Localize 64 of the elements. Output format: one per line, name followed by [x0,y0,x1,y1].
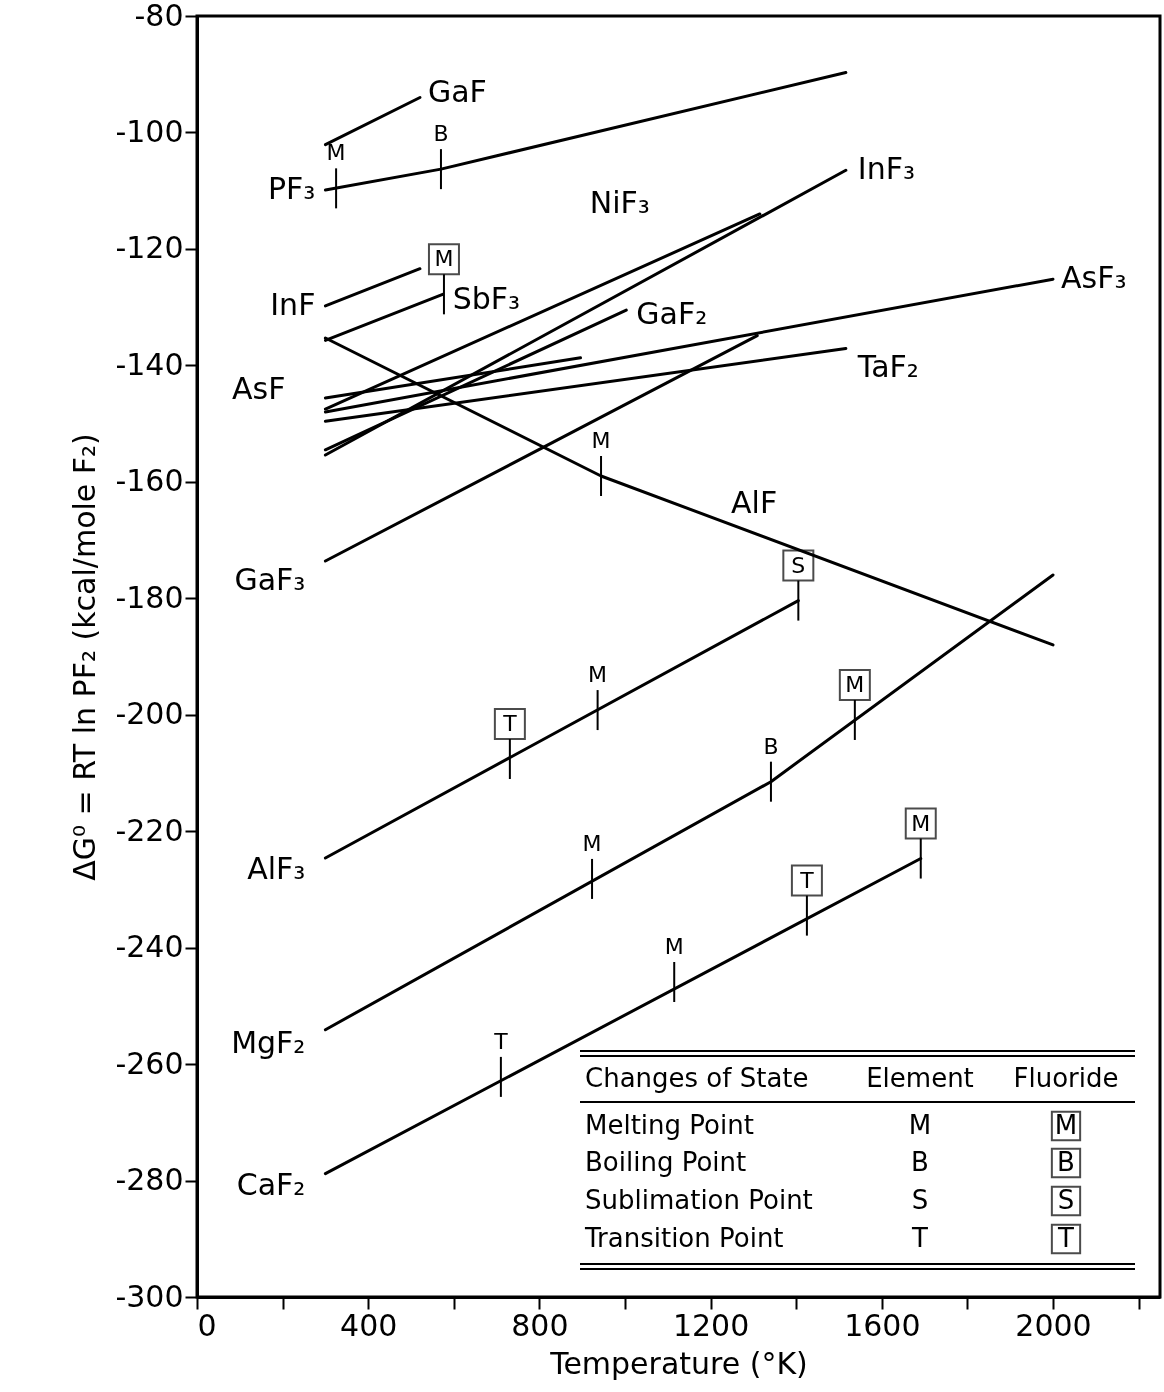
annotation: Element [866,1063,974,1093]
x-tick-label: 2000 [1015,1307,1092,1343]
y-tick-label: -180 [115,579,184,615]
annotation: M [591,428,611,453]
annotation: Sublimation Point [585,1185,813,1215]
series-label: MgF₂ [231,1024,306,1060]
y-axis-title: ΔG⁰ = RT ln PF₂ (kcal/mole F₂) [67,433,103,881]
series-label: AsF₃ [1061,260,1127,296]
y-tick-label: -140 [115,346,184,382]
annotation: B [911,1147,929,1177]
series-label: PF₃ [268,171,316,207]
y-tick-label: -200 [115,696,184,732]
series-label: InF [270,286,316,322]
annotation: T [1057,1223,1075,1253]
annotation: T [493,1028,509,1054]
series-label: InF₃ [857,151,915,187]
series-label: CaF₂ [236,1166,306,1202]
annotation: B [433,121,449,147]
series-label: GaF₂ [636,296,708,332]
series-label: NiF₃ [589,184,650,220]
annotation: B [763,733,779,759]
y-tick-label: -280 [115,1162,184,1198]
annotation: M [1054,1110,1078,1140]
y-tick-label: -120 [115,230,184,266]
y-tick-label: -160 [115,463,184,499]
y-tick-label: -260 [115,1045,184,1081]
annotation: M [434,246,454,272]
x-tick-label: 1200 [672,1307,750,1343]
annotation: T [502,710,518,736]
annotation: Fluoride [1013,1063,1119,1093]
annotation: M [588,662,608,688]
x-tick-label: 800 [511,1307,569,1343]
y-tick-label: -300 [115,1278,184,1314]
annotation: Changes of State [585,1063,809,1093]
series-label: GaF [427,73,487,109]
annotation: M [664,933,684,959]
y-tick-label: -220 [115,812,184,848]
annotation: Melting Point [585,1110,754,1140]
series-label: TaF₂ [856,349,919,385]
annotation: M [908,1110,932,1140]
annotation: M [911,810,931,836]
y-tick-label: -240 [115,929,184,965]
y-tick-label: -80 [134,0,184,33]
annotation: Transition Point [584,1223,784,1253]
x-tick-label: 400 [340,1307,398,1343]
x-tick-label: 1600 [844,1307,921,1343]
annotation: S [911,1185,929,1215]
series-label: AlF [731,485,778,520]
annotation: S [791,552,806,578]
legend-label: SbF₃ [452,281,521,317]
y-tick-label: -100 [115,113,184,149]
annotation: T [799,867,815,893]
x-axis-title: Temperature (°K) [549,1345,808,1381]
x-tick-label: 0 [197,1307,217,1343]
annotation: S [1057,1185,1075,1215]
annotation: T [911,1223,929,1253]
series-label: AlF₃ [247,850,306,886]
annotation: M [845,671,865,697]
annotation: M [582,830,602,856]
series-label: AsF [231,370,286,406]
annotation: Boiling Point [585,1147,747,1177]
annotation: M [326,140,346,166]
annotation: B [1057,1147,1075,1177]
series-label: GaF₃ [234,562,306,598]
